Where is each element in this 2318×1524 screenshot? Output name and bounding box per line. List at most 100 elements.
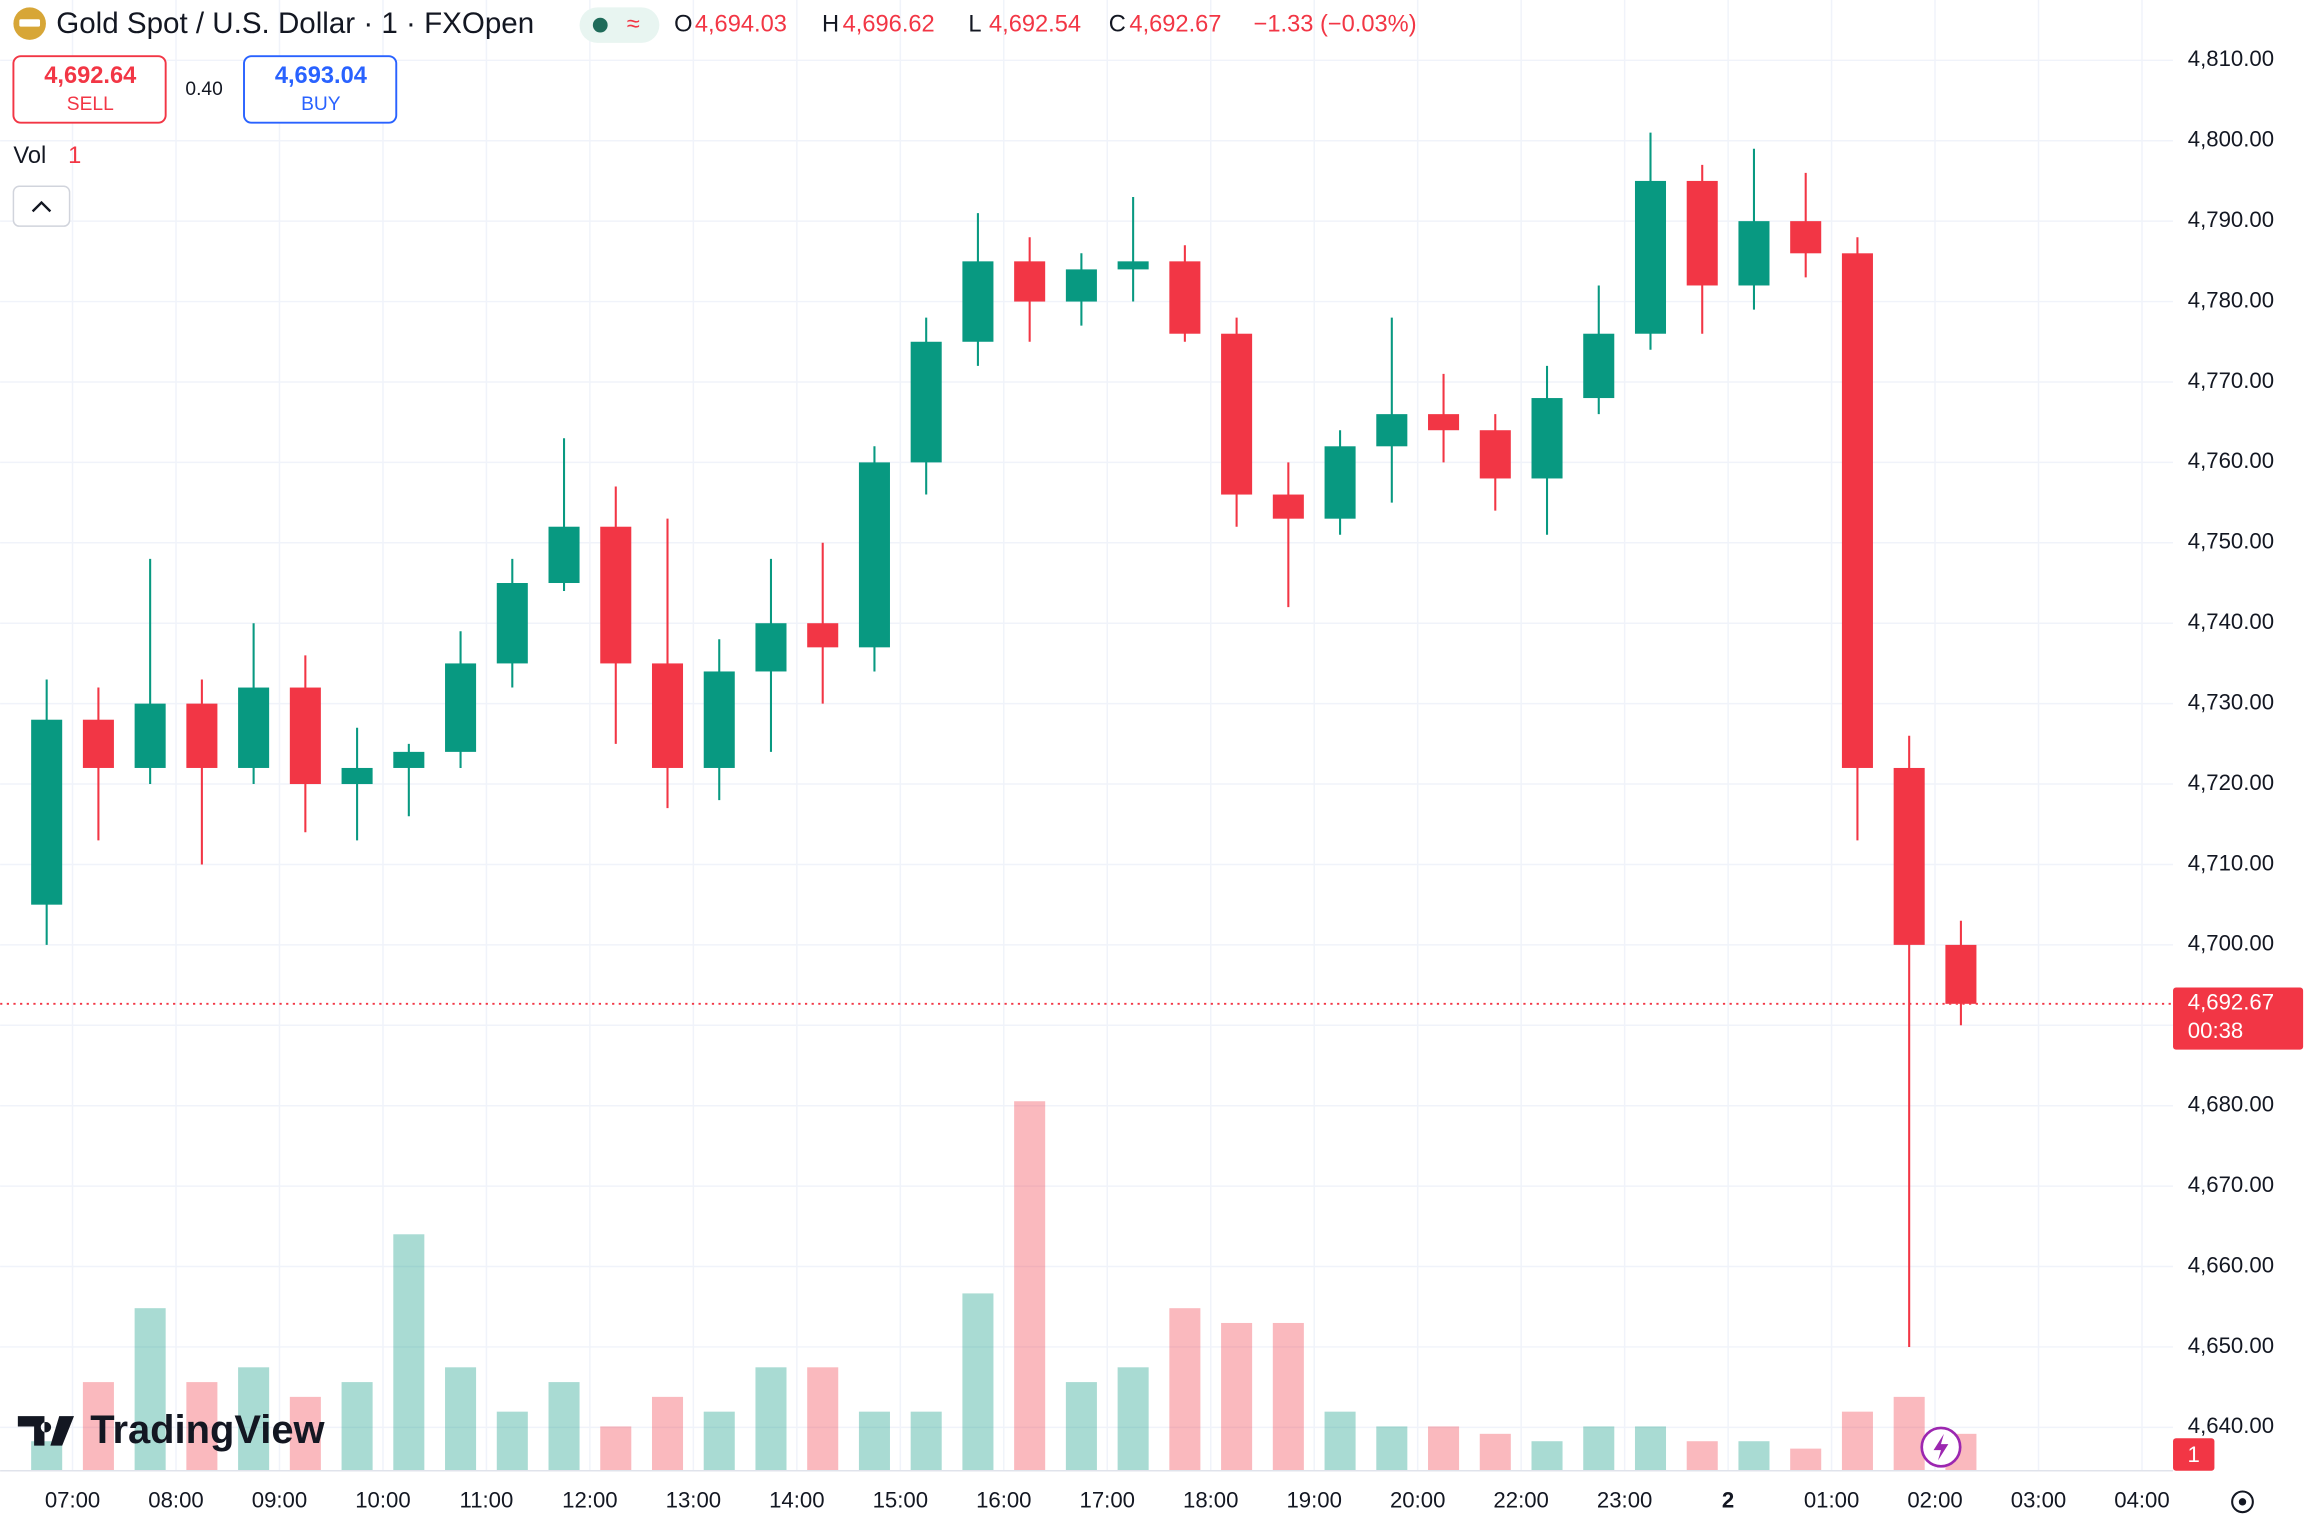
candle-body [393,751,425,768]
ohlc-value: 4,692.54 [989,11,1081,37]
candle-body [1686,180,1718,286]
symbol-title[interactable]: Gold Spot / U.S. Dollar · 1 · FXOpen [56,7,534,40]
candle-body [1428,414,1460,431]
y-tick-label: 4,700.00 [2188,931,2274,956]
last-volume-label: 1 [2188,1442,2200,1467]
ohlc-key: O [674,11,692,37]
volume-bar [186,1382,218,1471]
y-tick-label: 4,680.00 [2188,1092,2274,1117]
y-tick-label: 4,770.00 [2188,368,2274,393]
y-tick-label: 4,640.00 [2188,1413,2274,1438]
ohlc-value: 4,694.03 [695,11,787,37]
volume-bar [1428,1426,1460,1471]
buy-button[interactable] [243,55,398,124]
sell-price[interactable]: 4,692.64 [44,63,137,89]
status-pill[interactable] [579,7,660,43]
y-tick-label: 4,660.00 [2188,1252,2274,1277]
volume-bar [1841,1411,1873,1471]
x-tick-label: 09:00 [252,1488,307,1513]
x-tick-label: 07:00 [45,1488,100,1513]
candle-body [858,462,890,648]
volume-bar [445,1367,477,1471]
x-tick-label: 18:00 [1183,1488,1238,1513]
ohlc-key: C [1109,11,1126,37]
symbol-icon-bar [19,19,41,27]
volume-value: 1 [68,143,81,169]
collapse-button[interactable] [12,185,71,227]
countdown: 00:38 [2188,1018,2243,1043]
volume-bar [134,1308,166,1471]
last-price-label: 4,692.67 [2188,990,2274,1015]
x-tick-label: 17:00 [1080,1488,1135,1513]
volume-bar [703,1411,735,1471]
candle-body [651,663,684,768]
y-tick-label: 4,650.00 [2188,1333,2274,1358]
candle-body [910,341,942,463]
candle-body [1221,333,1253,495]
x-tick-label: 14:00 [769,1488,824,1513]
x-tick-label: 11:00 [460,1488,514,1513]
ohlc-value: 4,696.62 [843,11,935,37]
candle-body [1169,261,1201,334]
spread: 0.40 [185,79,222,100]
volume-bar [755,1367,787,1471]
candle-body [1065,269,1097,302]
volume-bar [600,1426,632,1471]
settings-button[interactable] [2231,1490,2254,1514]
candle-body [1272,494,1304,519]
volume-bar [341,1382,373,1471]
volume-bar [1065,1382,1097,1471]
grid [0,0,2174,1471]
logo-text: TradingView [90,1408,325,1452]
x-tick-label: 19:00 [1286,1488,1341,1513]
candle-body [1893,767,1925,945]
candle-body [1841,253,1873,768]
candle-body [31,719,63,905]
x-tick-label: 22:00 [1493,1488,1548,1513]
candle-body [548,526,580,584]
y-tick-label: 4,750.00 [2188,529,2274,554]
candle-body [341,767,373,785]
candle-body [807,623,839,648]
last-volume-tag [2173,1438,2215,1471]
x-tick-label: 08:00 [148,1488,203,1513]
volume-bar [1324,1411,1356,1471]
sell-label[interactable]: SELL [67,94,114,115]
volume-bar [289,1396,321,1471]
y-tick-label: 4,800.00 [2188,127,2274,152]
volume-bar [393,1234,425,1471]
candle-body [1376,414,1408,447]
settings-icon [2238,1498,2247,1506]
candle-body [186,703,218,768]
buy-label[interactable]: BUY [301,94,341,115]
candle-body [496,583,528,664]
sell-button[interactable] [12,55,167,124]
volume-bar [1014,1101,1046,1471]
volume-bar [1117,1367,1149,1471]
volume-label: Vol [13,143,46,169]
candle-body [134,703,166,768]
ohlc-header: O 4,694.03 H 4,696.62 L 4,692.54 C 4,692.67 [674,11,1221,37]
lightning-icon [1933,1433,1949,1461]
volume-bar [1583,1426,1615,1471]
change: −1.33 (−0.03%) [1254,11,1417,37]
plot-area: 07:00 08:00 09:00 10:00 11:00 12:00 13:00 14:00… [0,132,2174,1513]
x-tick-label: 13:00 [666,1488,721,1513]
candle-body [1324,446,1356,519]
volume-bar [1893,1396,1925,1471]
candle-body [703,671,735,768]
candle-body [755,623,787,672]
volume-bar [807,1367,839,1471]
volume-bar [858,1411,890,1471]
volume-bar [1738,1441,1770,1471]
data-icon: ≈ [627,11,640,37]
buy-price[interactable]: 4,693.04 [275,63,368,89]
volume-bar [1272,1322,1304,1471]
candle-body [289,687,321,785]
x-tick-label: 04:00 [2114,1488,2169,1513]
y-tick-label: 4,710.00 [2188,850,2274,875]
x-tick-label: 02:00 [1907,1488,1962,1513]
volume-bar [1634,1426,1667,1471]
